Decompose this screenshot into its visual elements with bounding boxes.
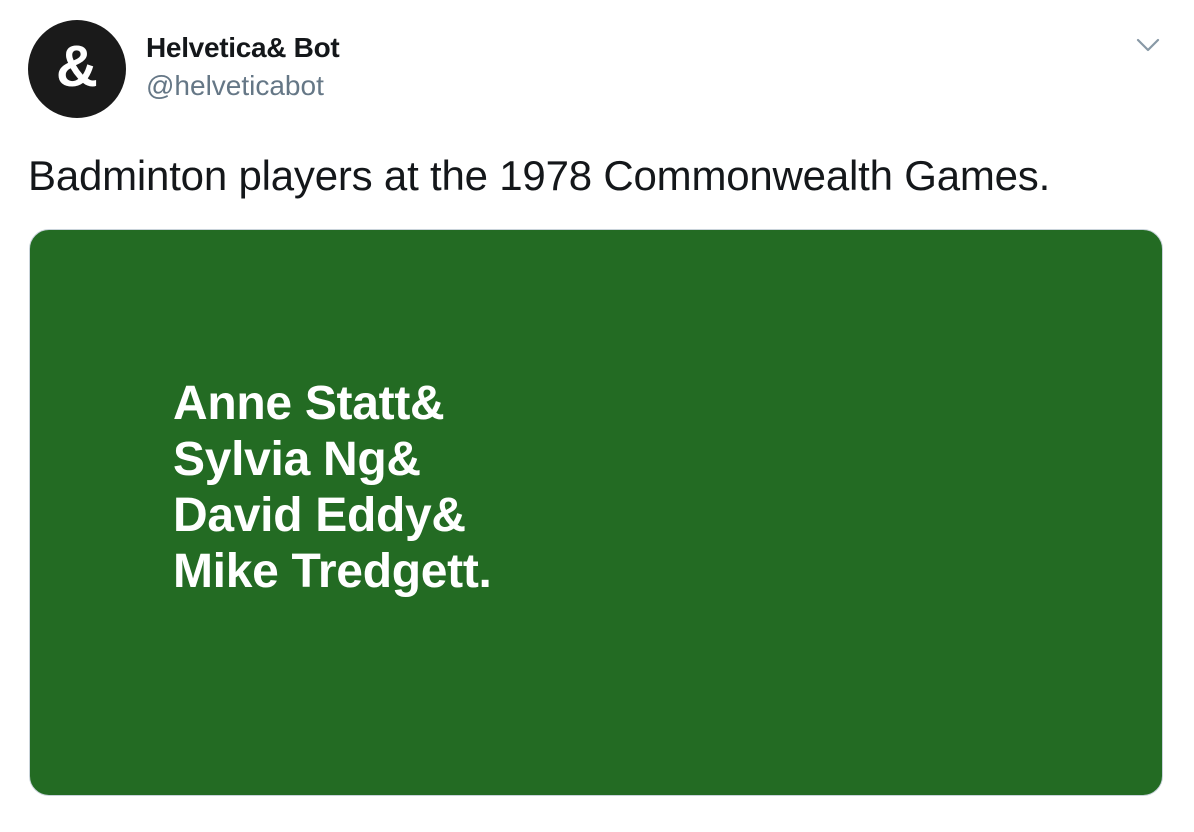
media-line: Sylvia Ng& (173, 433, 421, 486)
media-text-block: Anne Statt& Sylvia Ng& David Eddy& Mike … (173, 376, 492, 600)
tweet-media-image[interactable]: Anne Statt& Sylvia Ng& David Eddy& Mike … (29, 229, 1163, 796)
tweet-text: Badminton players at the 1978 Commonweal… (28, 152, 1051, 199)
chevron-down-icon (1136, 38, 1160, 52)
media-line: David Eddy& (173, 489, 466, 542)
author-handle[interactable]: @helveticabot (146, 70, 324, 101)
author-display-name[interactable]: Helvetica& Bot (146, 32, 340, 63)
media-line: Anne Statt& (173, 377, 445, 430)
avatar[interactable]: & (28, 20, 126, 118)
tweet-menu-button[interactable] (1134, 34, 1162, 56)
ampersand-logo-icon: & (56, 34, 98, 99)
media-line: Mike Tredgett. (173, 545, 492, 598)
